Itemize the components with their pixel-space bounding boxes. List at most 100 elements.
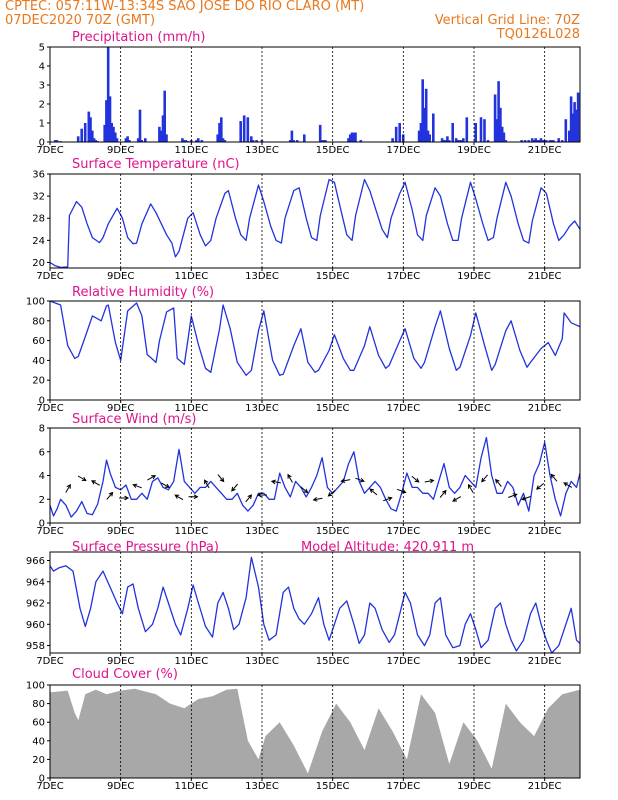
precip-bar xyxy=(352,132,356,142)
precip-bar xyxy=(189,140,193,142)
precip-xtick-label: 21DEC xyxy=(528,145,562,156)
precip-ytick-label: 1 xyxy=(39,119,45,130)
temp-frame xyxy=(49,173,581,269)
precip-bar xyxy=(221,138,225,142)
precip-bar xyxy=(456,140,460,142)
wind-arrow xyxy=(521,496,531,501)
precip-bar xyxy=(242,115,246,142)
precip-bar xyxy=(541,140,545,142)
precip-bar xyxy=(159,130,163,142)
wind-xtick-label: 19DEC xyxy=(457,526,491,537)
temp-xtick-label: 9DEC xyxy=(107,271,134,282)
precip-bar xyxy=(534,138,537,142)
precip-bar xyxy=(246,117,250,142)
precip-bar xyxy=(465,117,469,142)
wind-arrow xyxy=(65,483,71,493)
precip-bar xyxy=(398,123,401,142)
precip-bar xyxy=(520,140,523,142)
precip-bar xyxy=(419,123,423,142)
press-xtick-label: 7DEC xyxy=(36,656,63,667)
precip-bar xyxy=(573,102,576,142)
precip-bar xyxy=(502,132,506,142)
press-xtick-label: 21DEC xyxy=(528,656,562,667)
precip-bar xyxy=(200,140,204,142)
wind-arrow xyxy=(106,491,114,500)
wind-arrow xyxy=(188,494,199,500)
precip-bar xyxy=(322,140,325,142)
rh-xtick-label: 9DEC xyxy=(107,403,134,414)
header-station: CPTEC: 057:11W-13:34S SAO JOSE DO RIO CL… xyxy=(5,0,365,14)
wind-arrow xyxy=(396,488,407,494)
wind-arrow xyxy=(340,478,351,483)
precip-bar xyxy=(530,138,534,142)
precip-bar xyxy=(303,134,306,142)
cloud-xtick-label: 15DEC xyxy=(316,781,350,792)
precip-bar xyxy=(483,119,486,142)
precip-bar xyxy=(458,140,462,142)
precip-bar xyxy=(94,140,98,142)
precip-bar xyxy=(426,130,430,142)
cloud-area xyxy=(50,688,580,778)
temp-xtick-label: 15DEC xyxy=(316,271,350,282)
precip-bar xyxy=(576,92,580,142)
rh-xtick-label: 19DEC xyxy=(457,403,491,414)
precip-ytick-label: 0 xyxy=(39,138,45,149)
precip-bar xyxy=(550,140,553,142)
wind-arrow xyxy=(245,494,253,503)
precip-bar xyxy=(568,130,571,142)
wind-arrow xyxy=(77,475,87,482)
rh-xtick-label: 7DEC xyxy=(36,403,63,414)
precip-bar xyxy=(161,115,165,142)
precip-bar xyxy=(251,140,255,142)
wind-arrow xyxy=(204,479,210,489)
temp-ytick-label: 36 xyxy=(32,170,45,181)
temp-line xyxy=(49,178,581,269)
rh-line xyxy=(49,300,581,376)
precip-bar xyxy=(527,140,530,142)
precip-bar xyxy=(460,140,463,142)
rh-ytick-label: 60 xyxy=(32,336,45,347)
press-title: Surface Pressure (hPa) xyxy=(72,540,219,555)
rh-xtick-label: 15DEC xyxy=(316,403,350,414)
precip-bar xyxy=(140,140,144,142)
precip-bar xyxy=(103,124,106,142)
precip-bar xyxy=(126,136,129,142)
precip-bar xyxy=(571,113,575,142)
temp-title: Surface Temperature (nC) xyxy=(72,157,240,172)
precip-ytick-label: 2 xyxy=(39,100,45,111)
temp-ytick-label: 32 xyxy=(32,192,45,203)
wind-ytick-label: 8 xyxy=(39,424,45,435)
press-xtick-label: 11DEC xyxy=(174,656,208,667)
precip-bar xyxy=(421,79,424,142)
precip-bar xyxy=(500,126,504,142)
precip-bar xyxy=(442,140,446,142)
rh-ytick-label: 80 xyxy=(32,316,45,327)
temp-xtick-label: 21DEC xyxy=(528,271,562,282)
cloud-ytick-label: 0 xyxy=(39,774,45,785)
precip-bar xyxy=(91,130,94,142)
wind-arrow xyxy=(231,483,238,492)
rh-ytick-label: 20 xyxy=(32,376,45,387)
precip-bar xyxy=(106,47,110,142)
wind-frame xyxy=(49,427,581,524)
precip-bar xyxy=(89,117,92,142)
cloud-ytick-label: 20 xyxy=(32,755,45,766)
precip-bar xyxy=(195,140,198,142)
press-xtick-label: 15DEC xyxy=(316,656,350,667)
temp-xtick-label: 7DEC xyxy=(36,271,63,282)
precip-title: Precipitation (mm/h) xyxy=(72,30,205,45)
precip-bar xyxy=(454,138,458,142)
wind-arrow xyxy=(467,483,474,493)
cloud-title: Cloud Cover (%) xyxy=(72,667,178,682)
temp-xtick-label: 11DEC xyxy=(174,271,208,282)
temp-ytick-label: 20 xyxy=(32,258,45,269)
rh-frame xyxy=(49,300,581,401)
precip-bar xyxy=(474,123,477,142)
rh-ytick-label: 100 xyxy=(26,297,45,308)
precip-bar xyxy=(318,124,322,142)
precip-bar xyxy=(444,140,447,142)
precip-bar xyxy=(394,126,398,142)
precip-bar xyxy=(401,134,405,142)
wind-xtick-label: 21DEC xyxy=(528,526,562,537)
press-xtick-label: 9DEC xyxy=(107,656,134,667)
